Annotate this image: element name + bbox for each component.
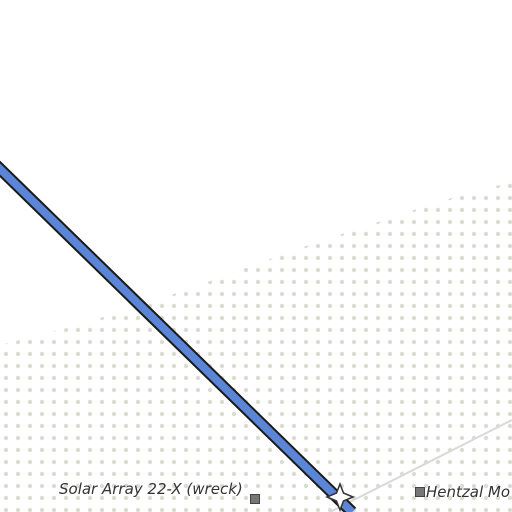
stippled-terrain-area (0, 182, 512, 512)
poi-label-solar-array[interactable]: Solar Array 22-X (wreck) (59, 480, 243, 498)
square-marker-icon[interactable] (250, 494, 260, 504)
poi-label-hentzal[interactable]: Hentzal Mo (426, 483, 511, 501)
square-marker-icon[interactable] (415, 487, 425, 497)
star-marker-icon[interactable] (325, 481, 355, 512)
highlighted-route[interactable] (0, 160, 357, 512)
faint-track (329, 419, 512, 512)
